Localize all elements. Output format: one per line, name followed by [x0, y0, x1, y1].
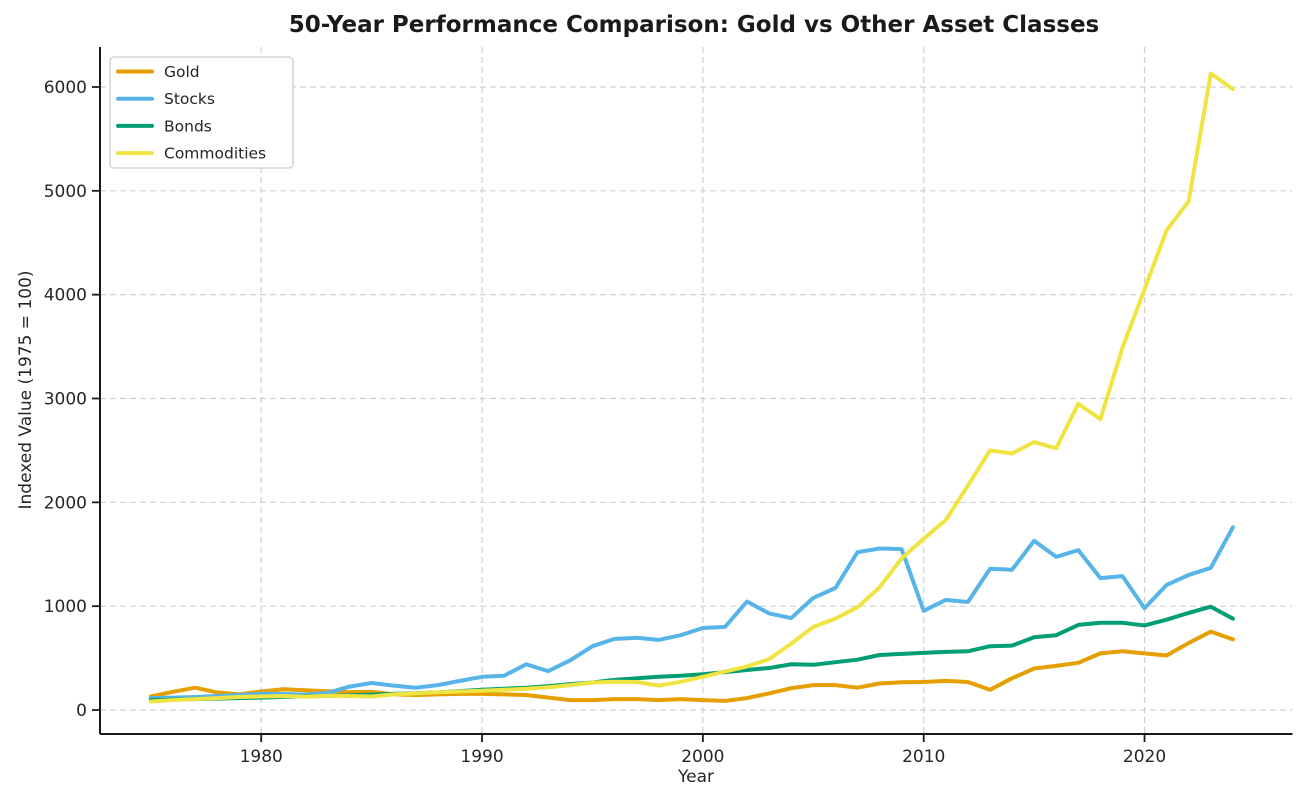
series-line-bonds — [148, 604, 1235, 703]
y-tick-label-4000: 4000 — [44, 286, 87, 306]
x-tick-label-1980: 1980 — [240, 747, 283, 767]
x-tick-label-1990: 1990 — [460, 747, 503, 767]
y-tick-label-2000: 2000 — [44, 493, 87, 513]
series-line-gold — [148, 629, 1235, 703]
gridlines — [100, 47, 1293, 734]
x-tick-label-2010: 2010 — [902, 747, 945, 767]
y-tick-label-0: 0 — [76, 701, 87, 721]
y-tick-label-5000: 5000 — [44, 182, 87, 202]
axes: 0 1000 2000 3000 4000 5000 6000 1980 1990 2000 201… — [44, 47, 1293, 767]
x-axis-label: Year — [677, 767, 714, 787]
chart-title: 50-Year Performance Comparison: Gold vs … — [289, 12, 1100, 38]
x-tick-label-2020: 2020 — [1123, 747, 1166, 767]
legend-label-commodities: Commodities — [164, 145, 266, 163]
legend: Gold Stocks Bonds Commodities — [109, 56, 294, 169]
legend-label-stocks: Stocks — [164, 90, 215, 108]
y-tick-label-3000: 3000 — [44, 389, 87, 409]
y-axis-label: Indexed Value (1975 = 100) — [16, 270, 36, 509]
y-tick-label-1000: 1000 — [44, 597, 87, 617]
series-line-stocks — [148, 525, 1235, 701]
legend-box — [109, 56, 294, 169]
legend-label-bonds: Bonds — [164, 117, 212, 135]
series-lines — [148, 71, 1235, 704]
y-tick-label-6000: 6000 — [44, 78, 87, 98]
legend-label-gold: Gold — [164, 63, 200, 81]
x-tick-label-2000: 2000 — [681, 747, 724, 767]
series-line-commodities — [148, 71, 1235, 704]
